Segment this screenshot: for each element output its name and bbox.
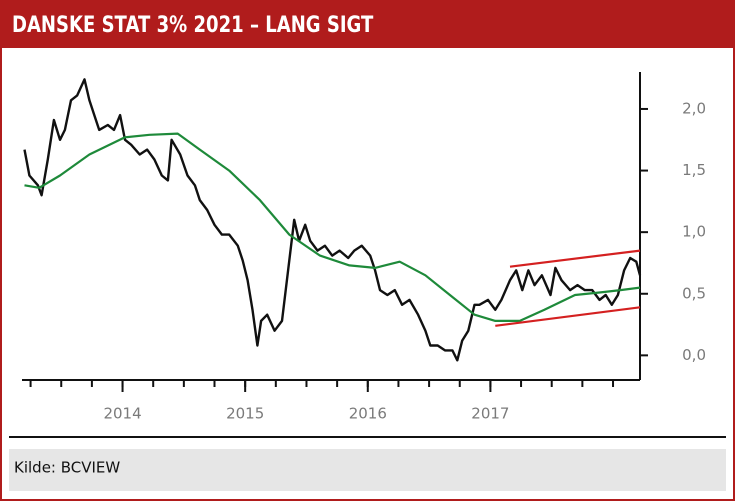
y-tick-label: 1,0 bbox=[682, 223, 706, 241]
x-tick-label: 2014 bbox=[103, 405, 141, 423]
header-band bbox=[0, 0, 735, 48]
footer-band bbox=[9, 449, 726, 491]
x-tick-label: 2015 bbox=[226, 405, 264, 423]
y-tick-label: 0,0 bbox=[682, 346, 706, 364]
series-line bbox=[24, 132, 641, 322]
plot: 0,0 0,5 1,0 1,5 2,0 2014 2015 2016 2017 bbox=[22, 72, 706, 423]
y-tick-label: 2,0 bbox=[682, 99, 706, 117]
series-line bbox=[23, 78, 642, 362]
source: Kilde: BCVIEW bbox=[14, 459, 120, 477]
chart-title: DANSKE STAT 3% 2021 – LANG SIGT bbox=[12, 11, 374, 37]
x-tick-label: 2016 bbox=[349, 405, 387, 423]
y-tick-label: 1,5 bbox=[682, 161, 706, 179]
series-line bbox=[509, 249, 641, 268]
series-line bbox=[495, 306, 641, 327]
y-tick-label: 0,5 bbox=[682, 284, 706, 302]
x-tick-label: 2017 bbox=[471, 405, 509, 423]
plot-panel bbox=[9, 48, 726, 436]
